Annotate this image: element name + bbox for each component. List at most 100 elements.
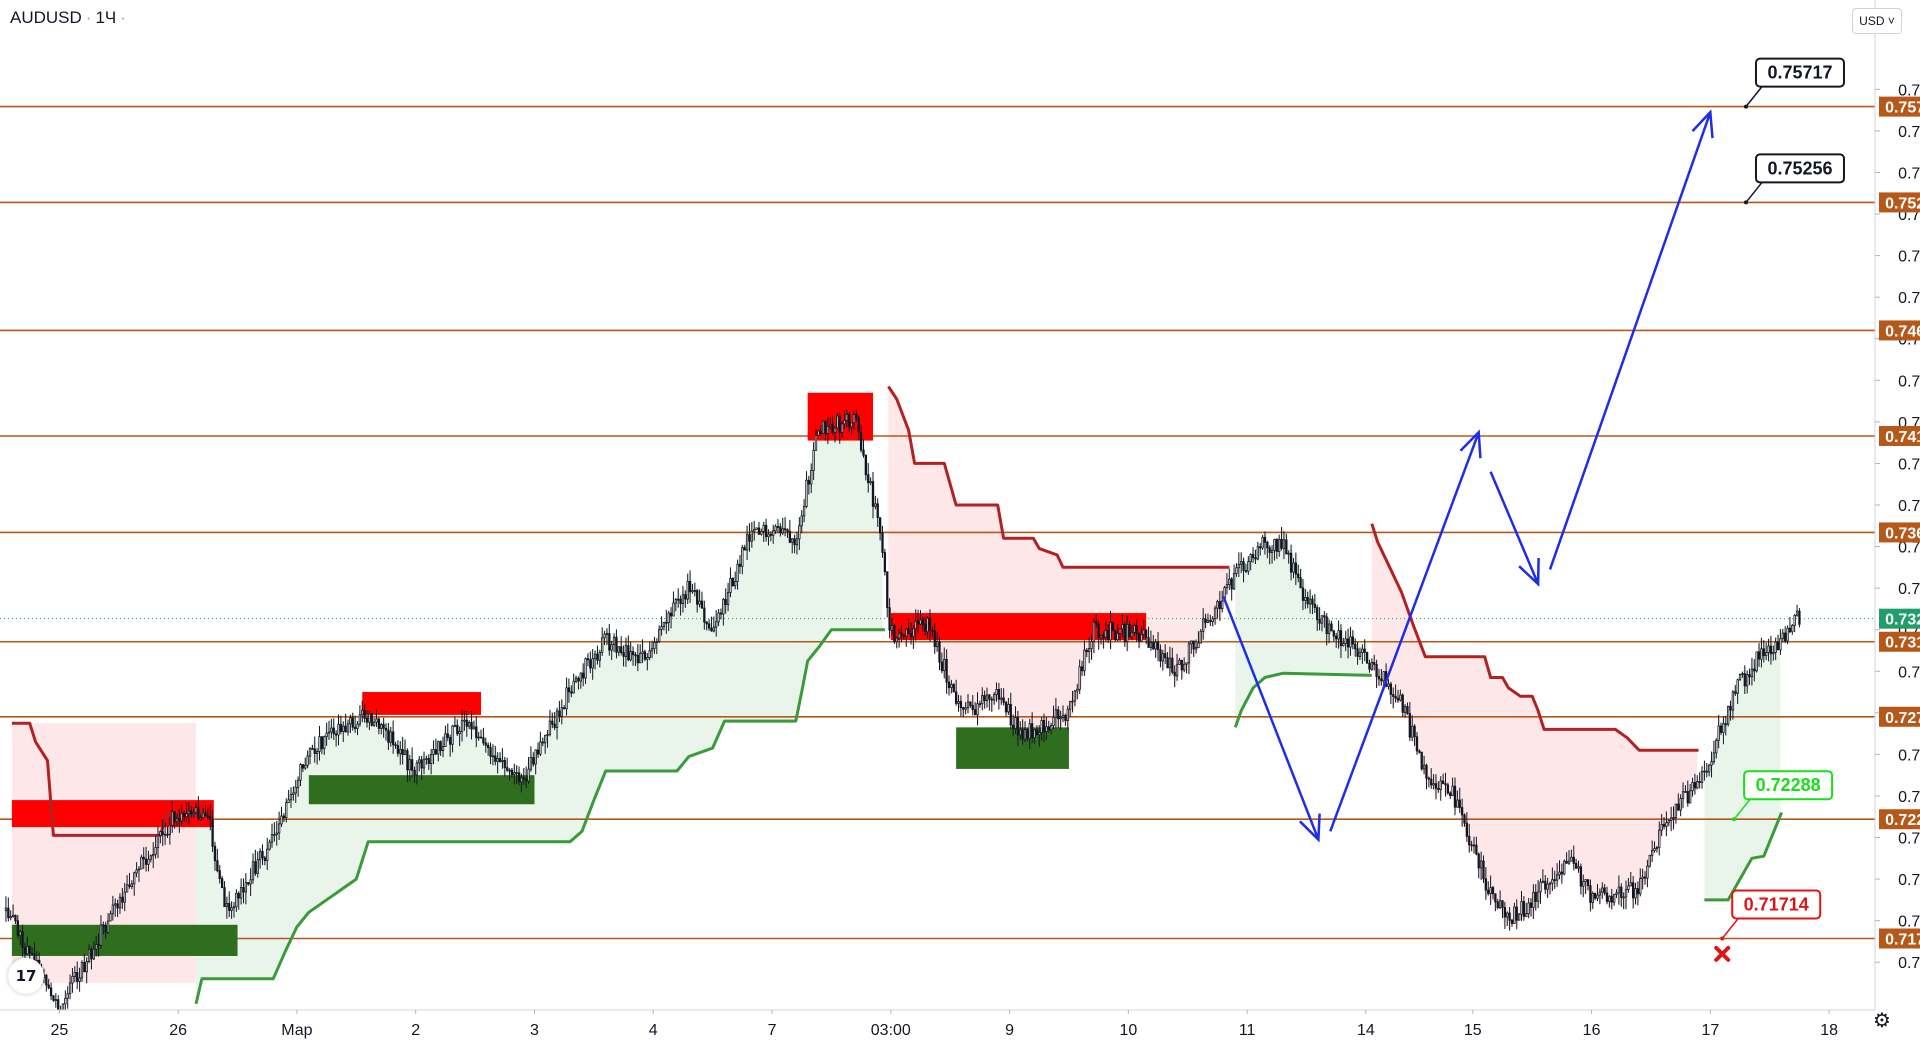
candle-body (1655, 847, 1659, 850)
candle-body (470, 722, 473, 730)
candle (61, 1003, 65, 1010)
candle-body (1643, 876, 1647, 879)
candle-body (862, 449, 865, 456)
candle-body (54, 999, 57, 1001)
candle (275, 821, 278, 846)
candle-body (807, 479, 811, 485)
candle (453, 716, 457, 728)
candle (1175, 653, 1179, 681)
candle-body (301, 764, 305, 769)
candle-body (912, 628, 915, 637)
candle (926, 616, 929, 639)
candle (992, 692, 996, 705)
candle (760, 528, 763, 536)
candle-body (1437, 787, 1440, 790)
candle (1489, 875, 1492, 905)
candle (118, 893, 122, 914)
candle-body (591, 658, 594, 669)
candle-body (1232, 573, 1236, 590)
currency-dropdown[interactable]: USD ˅ (1852, 8, 1902, 34)
candle (1434, 774, 1438, 800)
candle-body (1662, 824, 1666, 827)
candle-body (845, 413, 849, 421)
candle (819, 424, 822, 436)
candle (700, 591, 704, 609)
candle (938, 636, 941, 671)
candle-body (1536, 891, 1540, 902)
candle-body (123, 891, 126, 903)
candle (237, 891, 240, 910)
candle (1320, 615, 1324, 632)
candle-body (311, 748, 314, 750)
candle-body (1415, 736, 1419, 752)
candle-body (586, 658, 590, 661)
callout-box (1743, 770, 1834, 801)
candle (1760, 637, 1763, 668)
candle (1282, 531, 1286, 560)
candle (976, 692, 979, 726)
candle (1270, 545, 1274, 564)
candle-body (786, 529, 789, 532)
candle-body (1396, 697, 1400, 701)
candle (1517, 912, 1521, 921)
candle-body (774, 526, 777, 532)
symbol-header[interactable]: AUDUSD · 1Ч · (10, 8, 130, 28)
candle-body (422, 758, 426, 769)
candle (1670, 806, 1673, 832)
candle-body (1002, 697, 1005, 703)
candle (45, 974, 48, 992)
candle-body (465, 719, 468, 727)
candle (1620, 883, 1623, 907)
candle (850, 422, 853, 436)
candle (962, 706, 965, 718)
candle-body (1420, 751, 1423, 770)
candle (427, 754, 430, 770)
candle-body (1216, 601, 1219, 609)
candle-body (1102, 635, 1105, 638)
candle-body (168, 824, 171, 835)
candle (396, 740, 400, 757)
candle (147, 850, 150, 872)
candle (318, 725, 321, 761)
candle-body (147, 858, 150, 865)
candle-body (1014, 717, 1017, 729)
candle (1038, 725, 1041, 747)
candle (361, 700, 364, 723)
candle (1080, 660, 1084, 676)
candle (615, 629, 618, 659)
candle-body (1109, 622, 1112, 641)
candle-body (125, 884, 129, 893)
candle-body (1641, 876, 1644, 880)
candle (315, 748, 319, 765)
candle (168, 816, 171, 845)
candle (308, 747, 312, 765)
candle (1107, 623, 1110, 644)
candle-body (990, 698, 993, 701)
candle (570, 685, 573, 698)
candle-body (204, 812, 207, 817)
candle-body (674, 599, 677, 604)
candle-body (437, 741, 440, 755)
candle (23, 942, 27, 958)
candle-body (1221, 600, 1224, 610)
candle (565, 677, 568, 716)
candle (952, 683, 955, 693)
candle-body (1021, 729, 1024, 740)
time-tick-label: 15 (1464, 1022, 1482, 1039)
price-axis (1875, 0, 1920, 1044)
candle (596, 645, 599, 665)
candle-body (1660, 824, 1663, 831)
candle (522, 768, 525, 785)
candle-body (220, 878, 224, 889)
gear-icon[interactable]: ⚙ (1873, 1008, 1891, 1032)
candle-body (1520, 901, 1523, 915)
candle (636, 644, 639, 672)
candle-body (753, 529, 756, 532)
candle (1639, 868, 1642, 897)
candle-body (1152, 642, 1155, 650)
candle (1092, 618, 1096, 654)
candle (762, 521, 765, 543)
tradingview-logo-icon[interactable]: 17 (8, 958, 44, 994)
candle-body (1028, 723, 1031, 739)
